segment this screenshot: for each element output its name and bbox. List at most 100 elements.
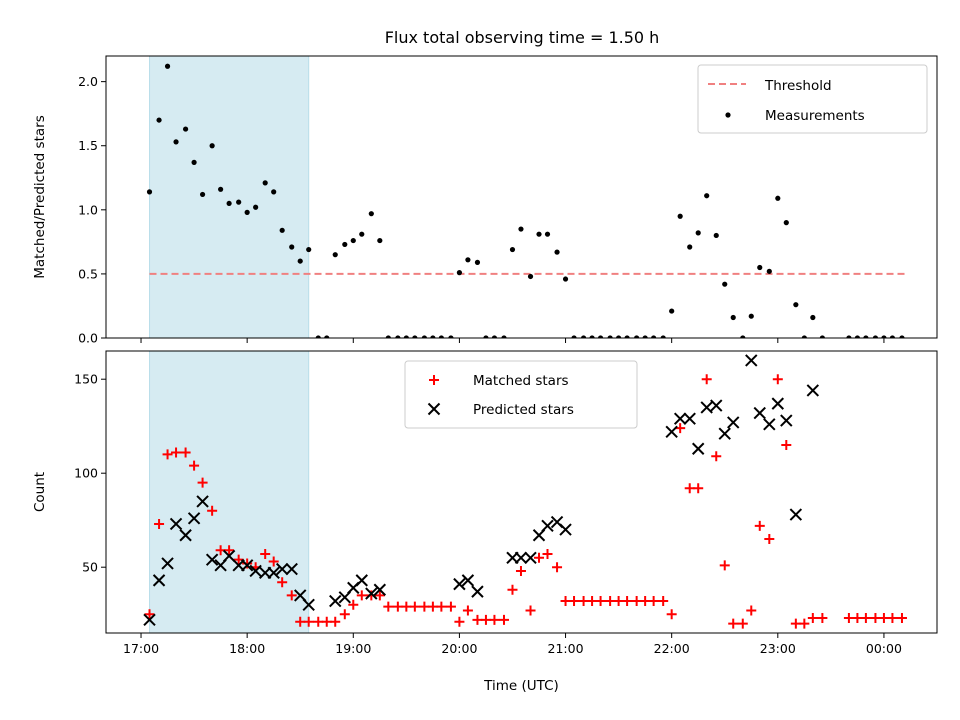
data-point [306, 246, 312, 253]
data-point [144, 609, 155, 620]
data-point [673, 412, 687, 425]
data-point [514, 551, 528, 565]
data-point [552, 562, 563, 573]
data-point [554, 249, 560, 255]
data-point [313, 616, 324, 627]
data-point [207, 505, 218, 516]
data-point [854, 335, 861, 338]
data-point [421, 335, 427, 338]
data-point [374, 590, 385, 601]
data-point [651, 335, 657, 338]
data-point [224, 545, 235, 556]
data-point [775, 195, 781, 201]
data-point [687, 244, 693, 250]
data-point [456, 270, 463, 276]
y-axis-label: Matched/Predicted stars [32, 115, 48, 278]
data-point [383, 601, 394, 612]
data-point [226, 200, 232, 207]
data-point [640, 596, 651, 607]
data-point [766, 268, 772, 274]
data-point [471, 585, 484, 598]
data-point [509, 246, 516, 253]
data-point [303, 616, 314, 627]
data-point [578, 596, 589, 607]
data-point [332, 252, 338, 258]
data-point [146, 189, 153, 195]
data-point [242, 558, 253, 569]
figure-title: Flux total observing time = 1.50 h [385, 28, 660, 47]
y-tick-label: 0.5 [78, 266, 98, 281]
data-point [271, 189, 277, 195]
data-point [559, 523, 572, 536]
data-point [302, 598, 315, 612]
data-point [289, 244, 295, 250]
data-point [771, 397, 785, 410]
data-point [634, 335, 640, 338]
data-point [445, 601, 456, 612]
x-tick-label: 22:00 [654, 641, 690, 656]
data-point [324, 335, 330, 338]
data-point [197, 477, 208, 488]
data-point [691, 442, 705, 455]
data-point [436, 601, 447, 612]
legend-matched-swatch [429, 375, 439, 385]
data-point [277, 577, 288, 588]
data-point [143, 613, 156, 627]
data-point [684, 483, 695, 494]
data-point [403, 335, 409, 338]
data-point [498, 614, 509, 625]
data-point [745, 354, 758, 367]
data-point [740, 335, 746, 338]
data-point [359, 231, 365, 237]
data-point [315, 335, 321, 338]
data-point [154, 518, 165, 529]
data-point [507, 584, 518, 595]
data-point [268, 556, 279, 567]
y-tick-label: 2.0 [78, 74, 98, 89]
data-point [852, 612, 863, 623]
data-point [541, 519, 554, 533]
data-point [267, 566, 280, 580]
data-point [524, 551, 537, 565]
data-point [222, 549, 236, 563]
data-point [872, 335, 879, 338]
data-point [162, 449, 173, 460]
data-point [704, 193, 710, 199]
data-point [196, 495, 209, 508]
data-point [881, 335, 887, 338]
data-point [191, 159, 197, 165]
data-point [515, 565, 526, 576]
data-point [710, 399, 723, 412]
data-point [182, 126, 189, 132]
data-point [462, 605, 473, 616]
legend-measurement-swatch [725, 112, 731, 118]
data-point [448, 335, 454, 338]
data-point [753, 406, 766, 420]
data-point [896, 612, 907, 623]
data-point [501, 335, 507, 338]
data-point [587, 596, 598, 607]
data-point [395, 335, 401, 338]
data-point [205, 553, 219, 566]
data-point [438, 335, 444, 338]
data-point [595, 596, 606, 607]
legend-label: Predicted stars [473, 402, 574, 418]
data-point [789, 508, 803, 521]
x-tick-label: 23:00 [760, 641, 796, 656]
data-point [624, 335, 630, 338]
data-point [569, 596, 580, 607]
data-point [483, 335, 489, 338]
data-point [377, 237, 383, 244]
data-point [171, 447, 182, 458]
data-point [870, 612, 881, 623]
data-point [350, 237, 356, 244]
data-point [474, 259, 481, 265]
x-axis-label: Time (UTC) [483, 678, 559, 694]
data-point [260, 549, 271, 560]
data-point [701, 374, 712, 385]
data-point [616, 335, 622, 338]
data-point [536, 231, 542, 237]
data-point [461, 574, 475, 587]
data-point [713, 232, 719, 239]
data-point [763, 418, 776, 431]
